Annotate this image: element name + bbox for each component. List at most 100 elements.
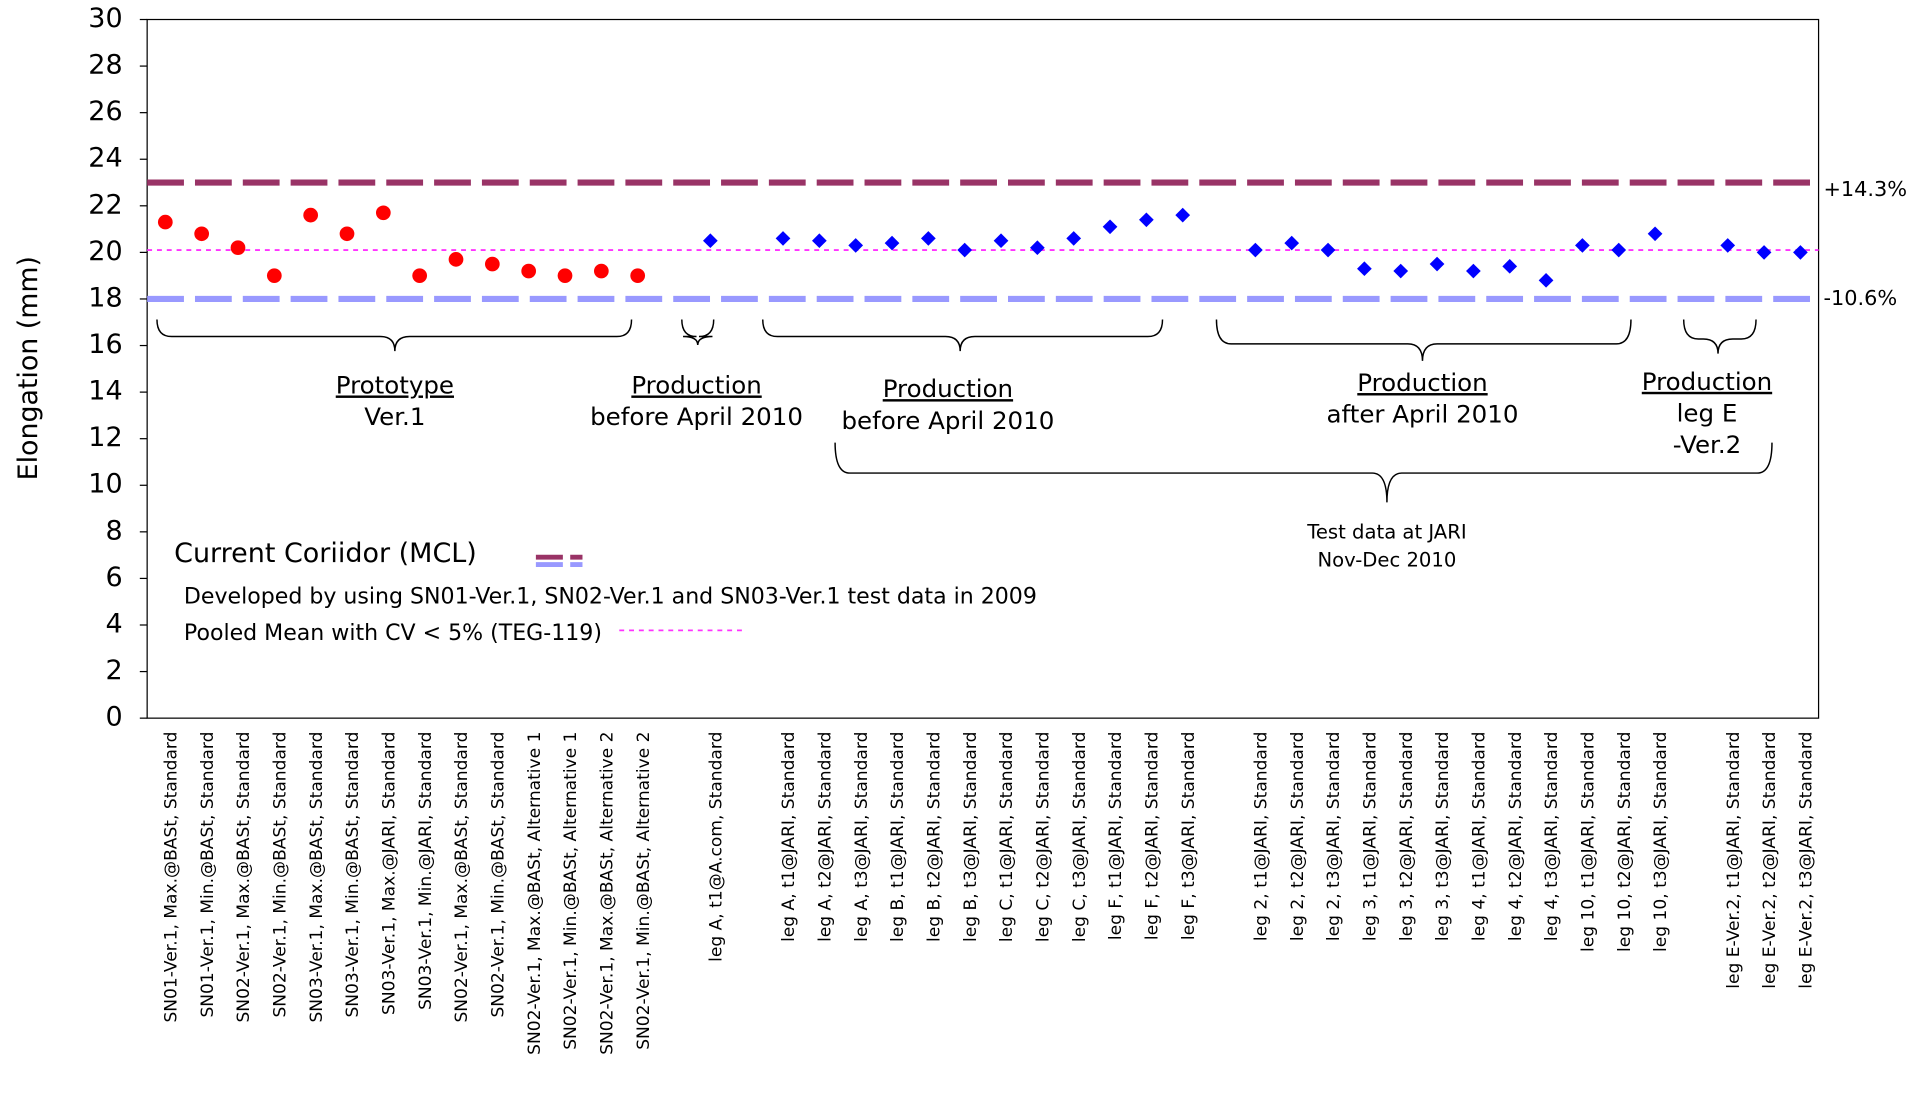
point (521, 263, 537, 279)
y-tick-label: 14 (88, 376, 122, 407)
y-tick-label: 2 (105, 655, 122, 686)
annotation: before April 2010 (590, 402, 803, 431)
point (1647, 226, 1663, 242)
x-tick-label: leg 2, t1@JARI, Standard (1251, 732, 1271, 942)
point (775, 231, 791, 246)
x-tick-label: leg 4, t1@JARI, Standard (1469, 732, 1489, 942)
x-tick-label: leg A, t1@A.com, Standard (706, 732, 726, 962)
y-tick-label: 26 (88, 96, 122, 127)
brace (156, 319, 633, 352)
y-axis-title: Elongation (mm) (13, 256, 44, 480)
point (1793, 245, 1808, 260)
annotation: Ver.1 (364, 402, 425, 431)
y-tick-label: 28 (88, 50, 122, 81)
y-tick-label: 12 (88, 422, 122, 453)
point (1538, 273, 1554, 288)
x-tick-label: SN01-Ver.1, Max.@BASt, Standard (161, 732, 181, 1023)
x-tick-label: leg B, t3@JARI, Standard (961, 732, 981, 942)
x-tick-label: leg 4, t3@JARI, Standard (1542, 732, 1562, 942)
brace (834, 442, 1773, 503)
x-tick-label: SN02-Ver.1, Min.@BASt, Standard (270, 732, 290, 1018)
legend-title: Current Coriidor (MCL) (174, 538, 477, 569)
y-tick-label: 30 (88, 3, 122, 34)
annotation: Production (631, 371, 761, 400)
point (1720, 238, 1736, 253)
reference-label: +14.3% (1823, 177, 1907, 201)
point (630, 268, 646, 283)
point (157, 214, 173, 230)
plot-area (146, 18, 1820, 719)
annotation: -Ver.2 (1673, 430, 1742, 459)
brace (1215, 319, 1632, 361)
annotation: Test data at JARI (1306, 520, 1466, 543)
point (702, 233, 718, 249)
x-tick-label: leg 2, t3@JARI, Standard (1324, 732, 1344, 942)
y-tick-label: 20 (88, 236, 122, 267)
x-tick-label: leg B, t1@JARI, Standard (888, 732, 908, 942)
point (1102, 219, 1118, 235)
point (230, 240, 246, 256)
y-tick-label: 0 (105, 702, 122, 733)
x-tick-label: leg E-Ver.2, t1@JARI, Standard (1724, 732, 1744, 989)
point (1611, 242, 1627, 258)
point (375, 205, 391, 221)
x-tick-label: leg F, t2@JARI, Standard (1142, 732, 1162, 941)
brace (1682, 319, 1757, 354)
x-tick-label: SN02-Ver.1, Max.@BASt, Standard (234, 732, 254, 1023)
x-tick-label: SN02-Ver.1, Max.@BASt, Standard (452, 732, 472, 1023)
x-tick-label: leg 3, t1@JARI, Standard (1360, 732, 1380, 942)
x-tick-label: leg 4, t2@JARI, Standard (1506, 732, 1526, 942)
x-tick-label: leg A, t3@JARI, Standard (852, 732, 872, 942)
x-tick-label: SN03-Ver.1, Min.@BASt, Standard (343, 732, 363, 1018)
point (557, 268, 573, 283)
annotation: Prototype (336, 371, 454, 400)
x-tick-label: leg A, t1@JARI, Standard (779, 732, 799, 942)
brace (762, 319, 1164, 352)
point (412, 268, 428, 283)
point (1756, 245, 1772, 260)
point (593, 263, 609, 279)
point (1066, 231, 1082, 246)
point (993, 233, 1009, 249)
point (1030, 240, 1045, 256)
x-tick-label: SN03-Ver.1, Max.@BASt, Standard (307, 732, 327, 1023)
x-tick-label: leg 10, t3@JARI, Standard (1651, 732, 1671, 952)
annotation: after April 2010 (1327, 400, 1519, 429)
point (811, 233, 827, 249)
x-tick-label: SN02-Ver.1, Min.@BASt, Standard (488, 732, 508, 1018)
annotation: before April 2010 (841, 406, 1054, 435)
y-tick-label: 16 (88, 329, 122, 360)
point (266, 268, 282, 283)
x-tick-label: leg 10, t2@JARI, Standard (1615, 732, 1635, 952)
x-tick-label: leg C, t3@JARI, Standard (1070, 732, 1090, 943)
y-tick-label: 4 (105, 609, 122, 640)
x-tick-label: leg 3, t3@JARI, Standard (1433, 732, 1453, 942)
point (194, 226, 210, 242)
y-tick-label: 10 (88, 469, 122, 500)
legend-text: Developed by using SN01-Ver.1, SN02-Ver.… (184, 584, 1037, 609)
x-tick-label: SN03-Ver.1, Max.@JARI, Standard (379, 732, 399, 1015)
point (1466, 263, 1481, 279)
x-tick-label: SN02-Ver.1, Max.@BASt, Alternative 2 (597, 732, 617, 1055)
point (1139, 212, 1154, 228)
x-tick-label: leg E-Ver.2, t3@JARI, Standard (1797, 732, 1817, 989)
annotation: Nov-Dec 2010 (1317, 548, 1456, 571)
annotation: Production (1642, 367, 1772, 396)
y-tick-label: 8 (105, 515, 122, 546)
x-tick-label: leg 2, t2@JARI, Standard (1288, 732, 1308, 942)
reference-label: -10.6% (1823, 286, 1897, 310)
point (1429, 256, 1445, 272)
annotation: leg E (1677, 399, 1738, 428)
y-tick-label: 6 (105, 562, 122, 593)
x-tick-label: leg C, t2@JARI, Standard (1033, 732, 1053, 943)
point (884, 235, 900, 251)
x-tick-label: leg F, t3@JARI, Standard (1179, 732, 1199, 941)
y-tick-label: 22 (88, 189, 122, 220)
point (1284, 235, 1300, 251)
legend-text: Pooled Mean with CV < 5% (TEG-119) (184, 621, 602, 646)
x-tick-label: leg B, t2@JARI, Standard (924, 732, 944, 942)
point (303, 207, 319, 223)
x-tick-label: leg 3, t2@JARI, Standard (1397, 732, 1417, 942)
point (339, 226, 355, 242)
